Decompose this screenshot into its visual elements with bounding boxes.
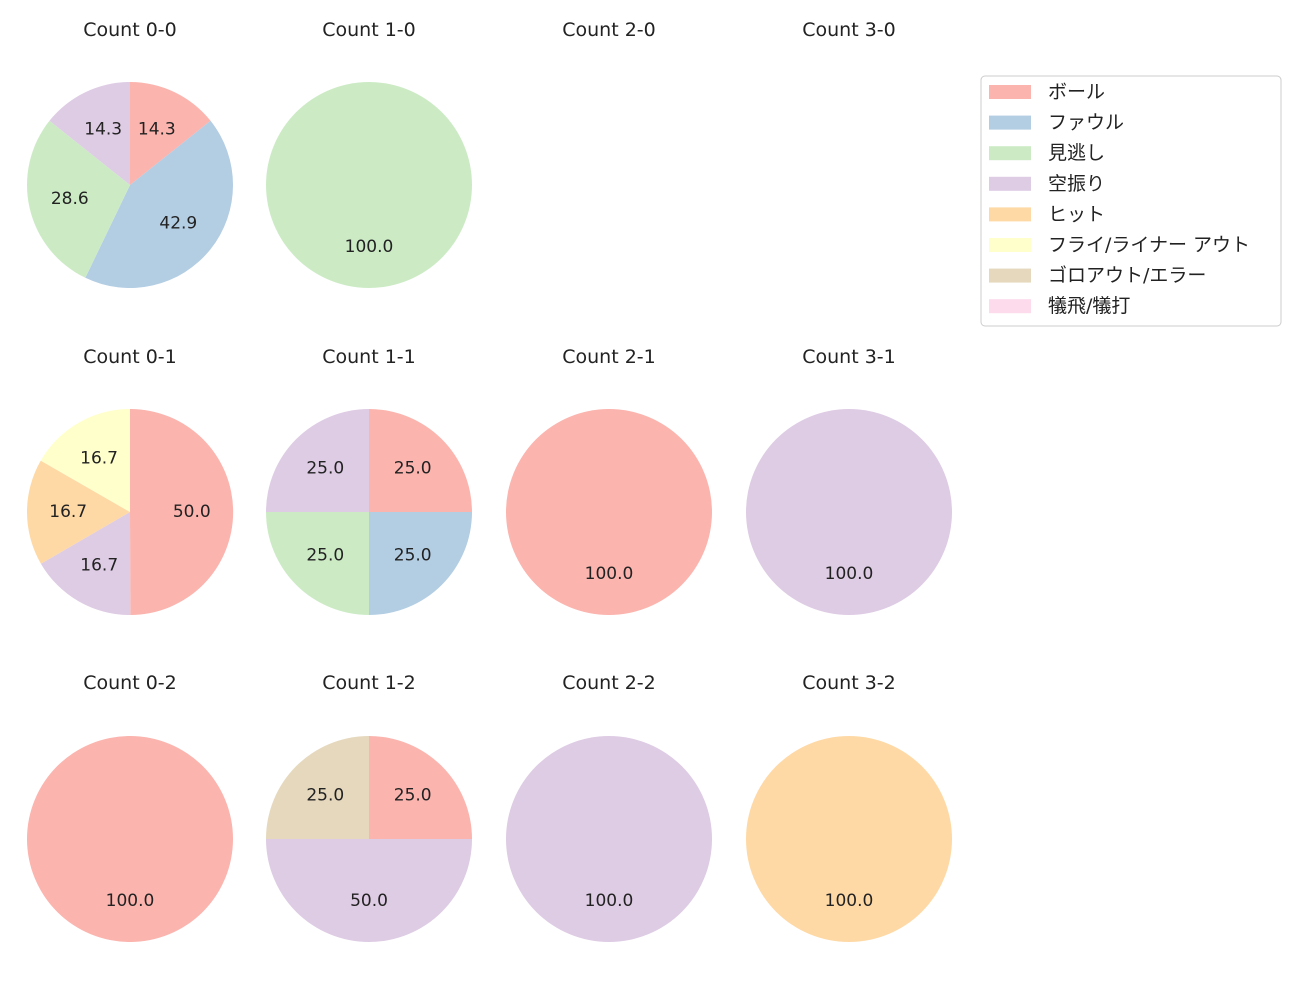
panel-title: Count 1-2	[322, 672, 416, 694]
slice-label: 16.7	[80, 449, 118, 469]
pie-slice	[85, 120, 234, 289]
panel-title: Count 3-0	[802, 19, 896, 41]
slice-label: 14.3	[84, 119, 122, 139]
slice-label: 28.6	[51, 189, 89, 209]
pie-panel: Count 2-0	[562, 19, 656, 41]
slice-label: 100.0	[825, 891, 874, 911]
pie-panel: Count 3-1 100.0	[746, 346, 952, 615]
pie-slice	[266, 409, 369, 512]
legend-swatch	[989, 146, 1031, 161]
pie-slice	[40, 512, 131, 616]
slice-label: 42.9	[159, 214, 197, 234]
slice-label: 100.0	[585, 891, 634, 911]
panel-title: Count 1-0	[322, 19, 416, 41]
pie-panel: Count 1-0 100.0	[266, 19, 472, 288]
panel-title: Count 0-2	[83, 672, 177, 694]
legend-label: フライ/ライナー アウト	[1048, 234, 1250, 256]
slice-label: 100.0	[106, 891, 155, 911]
pie-panel: Count 3-2 100.0	[746, 672, 952, 942]
slice-label: 25.0	[306, 458, 344, 478]
panel-title: Count 1-1	[322, 346, 416, 368]
legend-label: 見逃し	[1048, 142, 1105, 164]
slice-label: 14.3	[138, 119, 176, 139]
panel-title: Count 0-0	[83, 19, 177, 41]
legend-swatch	[989, 115, 1031, 130]
legend-swatch	[989, 207, 1031, 222]
legend-swatch	[989, 238, 1031, 252]
legend-label: ボール	[1048, 81, 1105, 103]
pie-panel: Count 0-1 50.0 16.7 16.7 16.7	[27, 346, 234, 616]
slice-label: 25.0	[394, 546, 432, 566]
pie-panel: Count 0-0 14.3 42.9 28.6 14.3	[26, 19, 234, 289]
pie-panel: Count 3-0	[802, 19, 896, 41]
pie-slice	[506, 736, 712, 942]
pie-slice	[130, 82, 211, 185]
pie-slice	[266, 512, 369, 615]
legend-frame	[980, 75, 1282, 327]
legend-label: 犠飛/犠打	[1048, 295, 1130, 317]
legend-label: ファウル	[1048, 112, 1124, 134]
pie-slice	[130, 408, 234, 615]
legend-swatch	[989, 176, 1031, 191]
panel-title: Count 2-0	[562, 19, 656, 41]
pie-slice	[40, 409, 130, 512]
legend-swatch	[989, 299, 1031, 314]
pie-slice	[49, 82, 130, 185]
slice-label: 50.0	[350, 891, 388, 911]
panel-title: Count 3-1	[802, 346, 896, 368]
slice-label: 100.0	[345, 237, 394, 257]
panel-title: Count 3-2	[802, 672, 896, 694]
pie-slice	[266, 82, 472, 288]
legend-swatch	[989, 85, 1031, 99]
pie-slice	[369, 736, 472, 839]
pie-slice	[26, 120, 131, 278]
legend-label: ヒット	[1048, 203, 1105, 225]
legend-label: 空振り	[1048, 173, 1105, 195]
pie-slice	[27, 460, 130, 564]
legend-label: ゴロアウト/エラー	[1048, 265, 1206, 287]
panel-title: Count 2-2	[562, 672, 656, 694]
slice-label: 25.0	[306, 785, 344, 805]
slice-label: 25.0	[394, 785, 432, 805]
pie-panel: Count 1-2 25.0 50.0 25.0	[266, 672, 472, 942]
pie-slice	[27, 736, 233, 942]
pie-slice	[369, 409, 472, 512]
pie-slice	[369, 512, 472, 615]
slice-label: 25.0	[394, 458, 432, 478]
legend-swatch	[989, 268, 1031, 283]
pie-panel: Count 1-1 25.0 25.0 25.0 25.0	[266, 346, 472, 615]
pie-panel: Count 0-2 100.0	[27, 672, 233, 942]
slice-label: 100.0	[585, 564, 634, 584]
slice-label: 25.0	[306, 546, 344, 566]
slice-label: 50.0	[173, 502, 211, 522]
pie-slice	[746, 736, 952, 942]
panel-title: Count 0-1	[83, 346, 177, 368]
pie-slice	[266, 839, 472, 942]
pie-slice	[266, 736, 369, 839]
slice-label: 16.7	[49, 502, 87, 522]
pie-slice	[746, 409, 952, 615]
pie-panel: Count 2-1 100.0	[506, 346, 712, 615]
slice-label: 100.0	[825, 564, 874, 584]
slice-label: 16.7	[80, 556, 118, 576]
pie-panel: Count 2-2 100.0	[506, 672, 712, 942]
pie-slice	[506, 409, 712, 615]
panel-title: Count 2-1	[562, 346, 656, 368]
